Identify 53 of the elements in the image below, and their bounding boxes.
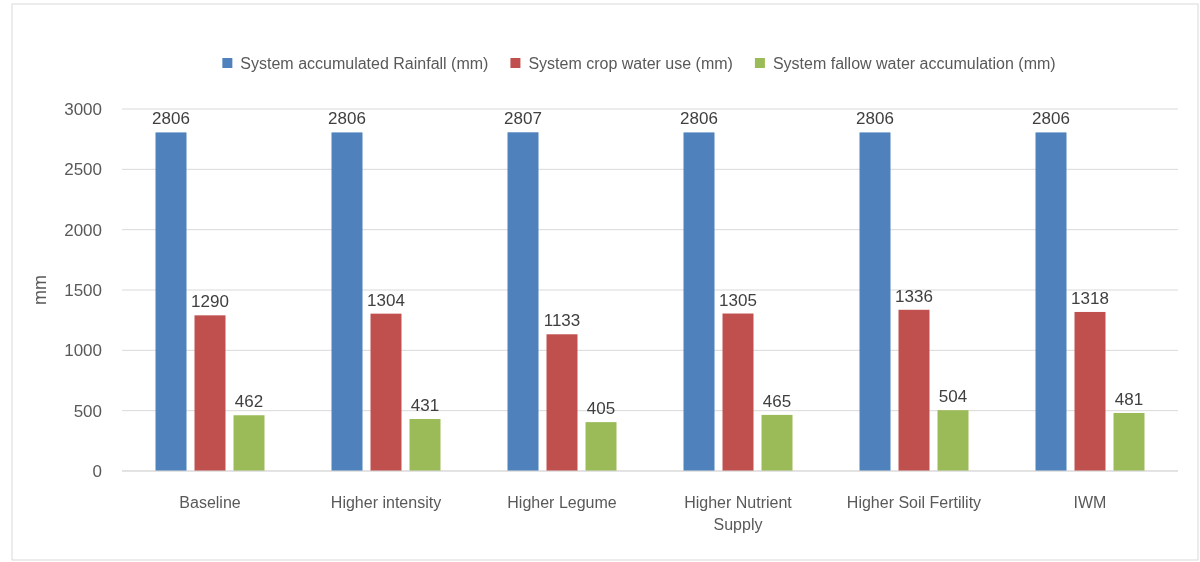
x-tick-label: Higher Nutrient Supply xyxy=(684,494,793,533)
data-label: 465 xyxy=(762,391,792,411)
bar xyxy=(585,422,617,471)
data-label: 2806 xyxy=(328,109,366,129)
bar xyxy=(859,132,891,471)
legend-label: System crop water use (mm) xyxy=(528,55,733,72)
bar xyxy=(722,313,754,471)
data-label: 481 xyxy=(1114,389,1144,409)
data-label: 1336 xyxy=(895,286,933,306)
bar xyxy=(155,132,187,471)
y-tick-label: 2500 xyxy=(64,160,102,180)
bar xyxy=(937,410,969,471)
bar xyxy=(546,334,578,471)
y-tick-label: 500 xyxy=(73,401,102,421)
data-label: 1290 xyxy=(191,292,229,312)
data-label: 1133 xyxy=(543,311,581,331)
y-tick-label: 3000 xyxy=(64,100,102,119)
x-tick-label: IWM xyxy=(1073,494,1107,511)
y-tick-label: 0 xyxy=(92,462,102,481)
bar xyxy=(507,132,539,471)
y-axis-title: mm xyxy=(30,275,50,305)
data-label: 1305 xyxy=(719,290,757,310)
x-tick-label: Higher intensity xyxy=(330,494,442,511)
bar xyxy=(761,414,793,471)
legend-label: System accumulated Rainfall (mm) xyxy=(240,55,489,72)
x-tick-label: Higher Legume xyxy=(507,494,617,511)
data-label: 1318 xyxy=(1071,288,1109,308)
bar xyxy=(331,132,363,471)
data-label: 2806 xyxy=(1032,109,1070,129)
y-tick-label: 2000 xyxy=(64,220,102,240)
bar xyxy=(1035,132,1067,471)
data-label: 2807 xyxy=(504,109,542,129)
y-tick-label: 1500 xyxy=(64,281,102,300)
bar xyxy=(683,132,715,471)
bar xyxy=(1113,412,1145,471)
data-label: 504 xyxy=(938,387,968,407)
legend-label: System fallow water accumulation (mm) xyxy=(772,55,1056,72)
data-label: 2806 xyxy=(152,109,190,129)
bar xyxy=(194,315,226,471)
x-tick-label: Baseline xyxy=(179,494,241,511)
bar xyxy=(1074,311,1106,471)
bar xyxy=(409,418,441,471)
bar xyxy=(233,415,265,471)
data-label: 2806 xyxy=(856,109,894,129)
data-label: 1304 xyxy=(367,290,405,310)
bar xyxy=(370,313,402,471)
data-label: 405 xyxy=(586,399,616,419)
x-tick-label: Higher Soil Fertility xyxy=(846,494,982,511)
data-label: 431 xyxy=(410,395,440,415)
data-label: 2806 xyxy=(680,109,718,129)
data-label: 462 xyxy=(234,392,264,412)
y-tick-label: 1000 xyxy=(64,341,102,361)
bar xyxy=(898,309,930,471)
